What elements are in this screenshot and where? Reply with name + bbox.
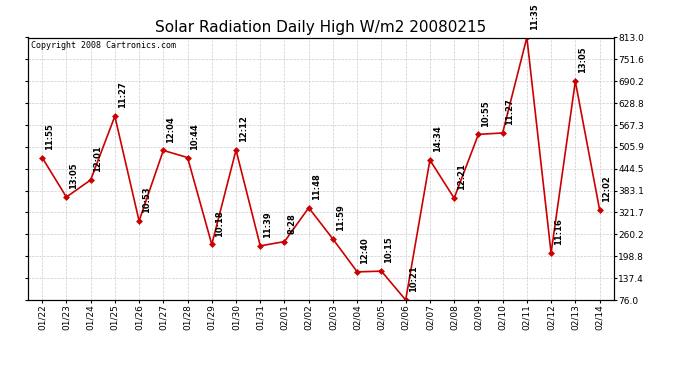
Text: 11:27: 11:27 [506,98,515,125]
Text: 12:01: 12:01 [94,146,103,172]
Text: Copyright 2008 Cartronics.com: Copyright 2008 Cartronics.com [30,42,175,51]
Text: 14:34: 14:34 [433,125,442,152]
Text: 13:05: 13:05 [69,163,78,189]
Text: 11:16: 11:16 [554,218,563,245]
Text: 10:21: 10:21 [408,266,417,292]
Text: 10:55: 10:55 [482,100,491,126]
Text: 10:53: 10:53 [142,186,151,213]
Text: 10:15: 10:15 [384,237,393,263]
Text: 10:44: 10:44 [190,123,199,150]
Text: 12:40: 12:40 [360,237,369,264]
Text: 11:27: 11:27 [118,82,127,108]
Text: 13:05: 13:05 [578,47,587,74]
Text: 12:02: 12:02 [602,175,611,202]
Text: 11:39: 11:39 [263,211,272,238]
Text: 12:04: 12:04 [166,116,175,142]
Text: 11:48: 11:48 [312,173,321,200]
Text: 12:12: 12:12 [239,115,248,142]
Text: 12:21: 12:21 [457,164,466,190]
Text: 11:55: 11:55 [45,123,54,150]
Text: 11:59: 11:59 [336,204,345,231]
Text: 10:18: 10:18 [215,210,224,237]
Text: 8:28: 8:28 [288,213,297,234]
Title: Solar Radiation Daily High W/m2 20080215: Solar Radiation Daily High W/m2 20080215 [155,20,486,35]
Text: 11:35: 11:35 [530,3,539,30]
